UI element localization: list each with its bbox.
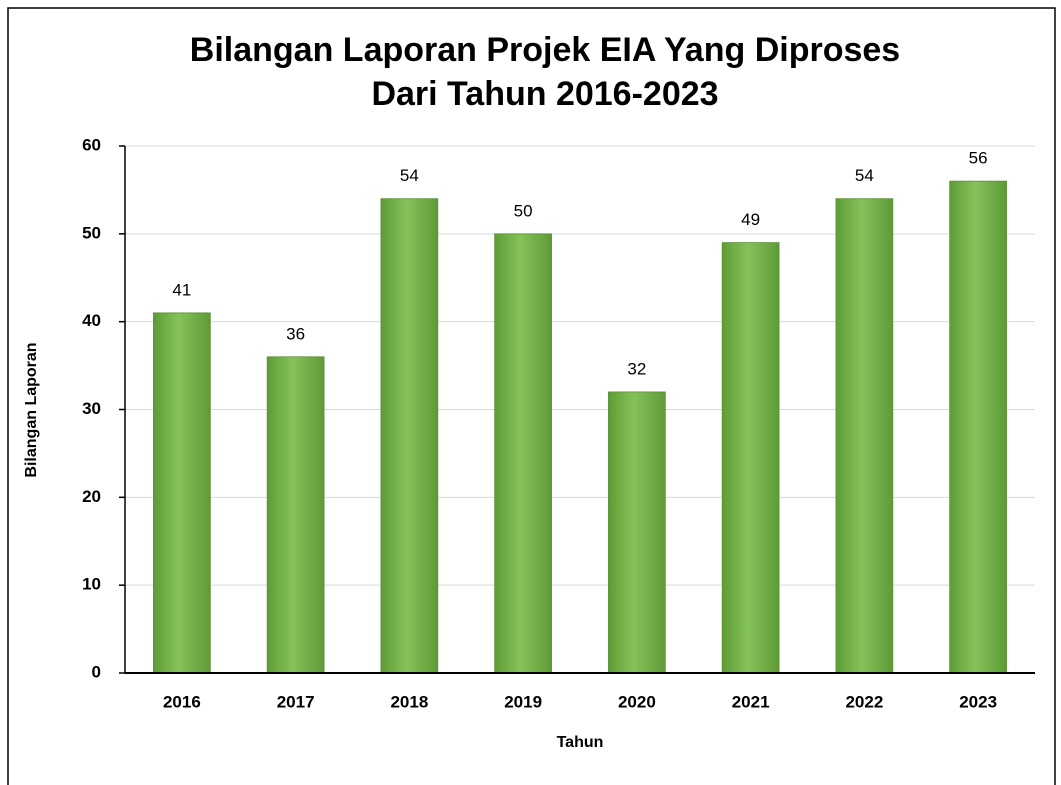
y-tick-label: 40 <box>82 311 101 330</box>
y-axis-title: Bilangan Laporan <box>23 342 40 477</box>
bar <box>721 242 780 674</box>
x-tick-label: 2017 <box>277 692 315 711</box>
bar <box>835 198 894 674</box>
bar <box>608 391 666 674</box>
x-axis-title: Tahun <box>557 734 604 751</box>
x-tick-label: 2016 <box>163 692 201 711</box>
data-label: 49 <box>741 210 760 229</box>
y-tick-label: 60 <box>82 135 101 154</box>
y-tick-label: 0 <box>92 662 101 681</box>
bar <box>949 180 1007 674</box>
data-label: 32 <box>627 359 646 378</box>
data-label: 54 <box>400 166 419 185</box>
chart-border <box>7 7 1056 785</box>
bar <box>153 312 211 674</box>
chart-title: Dari Tahun 2016-2023 <box>371 75 718 113</box>
data-label: 41 <box>172 280 191 299</box>
y-tick-label: 50 <box>82 223 101 242</box>
y-tick-label: 10 <box>82 575 101 594</box>
y-tick-label: 30 <box>82 399 101 418</box>
data-label: 56 <box>969 149 988 168</box>
data-label: 36 <box>286 324 305 343</box>
x-tick-label: 2021 <box>732 692 770 711</box>
y-tick-label: 20 <box>82 487 101 506</box>
x-tick-label: 2020 <box>618 692 656 711</box>
x-tick-label: 2018 <box>390 692 428 711</box>
x-tick-label: 2022 <box>845 692 883 711</box>
data-label: 50 <box>514 201 533 220</box>
chart-title: Bilangan Laporan Projek EIA Yang Diprose… <box>190 31 900 69</box>
bar <box>380 198 439 674</box>
bar <box>266 356 325 674</box>
data-label: 54 <box>855 166 874 185</box>
bar <box>494 233 552 674</box>
x-tick-label: 2019 <box>504 692 542 711</box>
x-tick-label: 2023 <box>959 692 997 711</box>
